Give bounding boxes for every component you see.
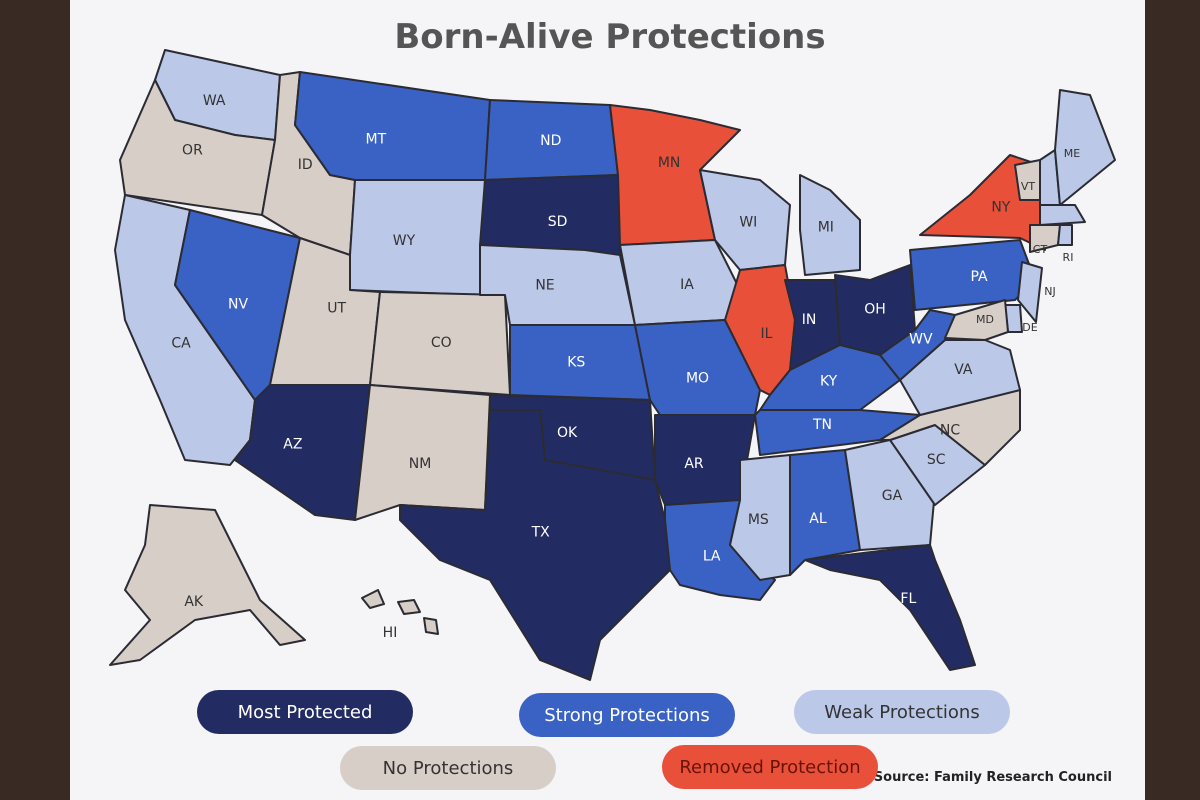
state-label: MS [748,512,769,528]
state-label: SC [927,452,946,468]
state-label: KY [820,374,838,390]
state-label: UT [327,301,346,317]
state-label: WA [203,93,226,109]
state-label: NC [940,422,960,438]
state-shape [944,299,1009,341]
state-label: NV [228,297,248,313]
state-label: NE [535,277,554,293]
state-label: OR [182,142,203,158]
state-label: WI [739,215,757,231]
source-note: Source: Family Research Council [874,770,1112,785]
state-label: NJ [1044,285,1055,298]
state-shape [1054,89,1116,206]
state-label: AZ [283,437,302,453]
state-label: PA [970,269,988,285]
state-label: LA [703,549,721,565]
state-label: CO [431,335,452,351]
state-shape [361,589,385,609]
legend-swatch [519,693,735,737]
state-shape [109,504,306,666]
state-shape [759,344,901,411]
state-label: OH [864,301,886,317]
state-label: AK [184,594,204,610]
state-label: GA [882,488,903,504]
state-shape [399,409,671,681]
state-label: MT [366,132,387,148]
state-label: DE [1022,321,1037,334]
legend-swatch [794,690,1010,734]
state-label: WY [393,233,416,249]
legend-label: No Protections [383,758,514,779]
legend-swatch [340,746,556,790]
state-shape [799,174,861,276]
legend-swatch [662,745,878,789]
state-shape [349,179,486,296]
state-label: IN [802,312,817,328]
state-label: NM [409,456,432,472]
map-title: Born-Alive Protections [394,17,825,57]
state-label: MN [658,155,681,171]
state-label: SD [548,214,568,230]
state-label: VT [1021,180,1036,193]
state-label: IL [760,326,772,342]
state-label: NY [991,199,1010,215]
state-shape [423,617,439,635]
state-label: CT [1033,243,1048,256]
legend-label: Weak Protections [824,702,979,723]
state-label: ME [1064,147,1080,160]
state-label: AR [684,456,704,472]
state-label: AL [809,511,827,527]
state-shape [804,544,976,671]
state-label: RI [1063,251,1074,264]
state-label: MI [818,220,834,236]
state-label: IA [680,277,694,293]
legend-swatch [197,690,413,734]
state-label: HI [383,625,398,641]
state-label: KS [567,354,585,370]
state-label: ID [298,157,313,173]
state-label: CA [171,336,191,352]
state-label: ND [540,133,561,149]
state-label: MO [686,371,709,387]
state-label: VA [954,362,973,378]
state-label: FL [900,591,916,607]
state-shape [1017,261,1043,323]
legend-label: Strong Protections [544,705,710,726]
state-shape [397,599,421,615]
state-shape [789,449,861,576]
state-label: WV [909,331,933,347]
state-shape [1057,224,1073,246]
state-label: OK [557,425,578,441]
state-shape [354,384,491,521]
state-shape [1039,204,1086,226]
state-label: TN [812,417,832,433]
state-label: MD [976,313,994,326]
legend-label: Removed Protection [679,757,860,778]
legend-label: Most Protected [238,702,373,723]
state-label: TX [531,525,551,541]
state-shape [879,389,1021,466]
